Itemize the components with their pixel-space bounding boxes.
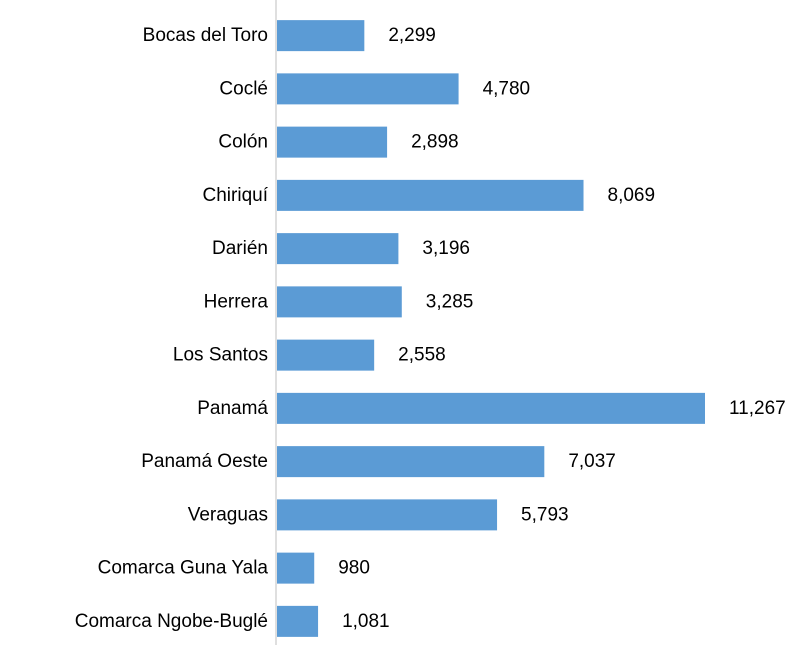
bar xyxy=(277,605,319,637)
bar xyxy=(277,179,584,211)
bar xyxy=(277,126,388,158)
value-label: 4,780 xyxy=(483,78,531,99)
category-label: Herrera xyxy=(204,291,269,312)
category-label: Colón xyxy=(218,132,268,153)
bar xyxy=(277,392,705,424)
labels-layer: Bocas del Toro 2,299 Coclé 4,780 Colón 2,898 C… xyxy=(75,25,786,632)
category-label: Los Santos xyxy=(173,345,268,366)
value-label: 3,196 xyxy=(422,238,470,259)
category-label: Chiriquí xyxy=(203,185,269,206)
bar xyxy=(277,286,402,318)
category-label: Comarca Ngobe-Buglé xyxy=(75,611,268,632)
category-label: Panamá Oeste xyxy=(141,451,268,472)
value-label: 2,299 xyxy=(388,25,436,46)
value-label: 8,069 xyxy=(608,185,656,206)
value-label: 980 xyxy=(338,558,370,579)
bar xyxy=(277,446,545,478)
value-label: 2,558 xyxy=(398,345,446,366)
value-label: 3,285 xyxy=(426,291,474,312)
bar xyxy=(277,233,399,265)
category-label: Veraguas xyxy=(188,504,268,525)
value-label: 5,793 xyxy=(521,504,569,525)
bar xyxy=(277,499,498,531)
category-label: Coclé xyxy=(219,78,268,99)
category-label: Bocas del Toro xyxy=(143,25,268,46)
bar xyxy=(277,552,315,584)
bar xyxy=(277,73,459,105)
value-label: 2,898 xyxy=(411,132,459,153)
value-label: 1,081 xyxy=(342,611,390,632)
bars-layer xyxy=(277,20,705,637)
category-label: Darién xyxy=(212,238,268,259)
value-label: 7,037 xyxy=(568,451,616,472)
bar xyxy=(277,20,365,52)
value-label: 11,267 xyxy=(729,398,786,419)
category-label: Panamá xyxy=(197,398,268,419)
bar xyxy=(277,339,375,371)
category-label: Comarca Guna Yala xyxy=(98,558,269,579)
